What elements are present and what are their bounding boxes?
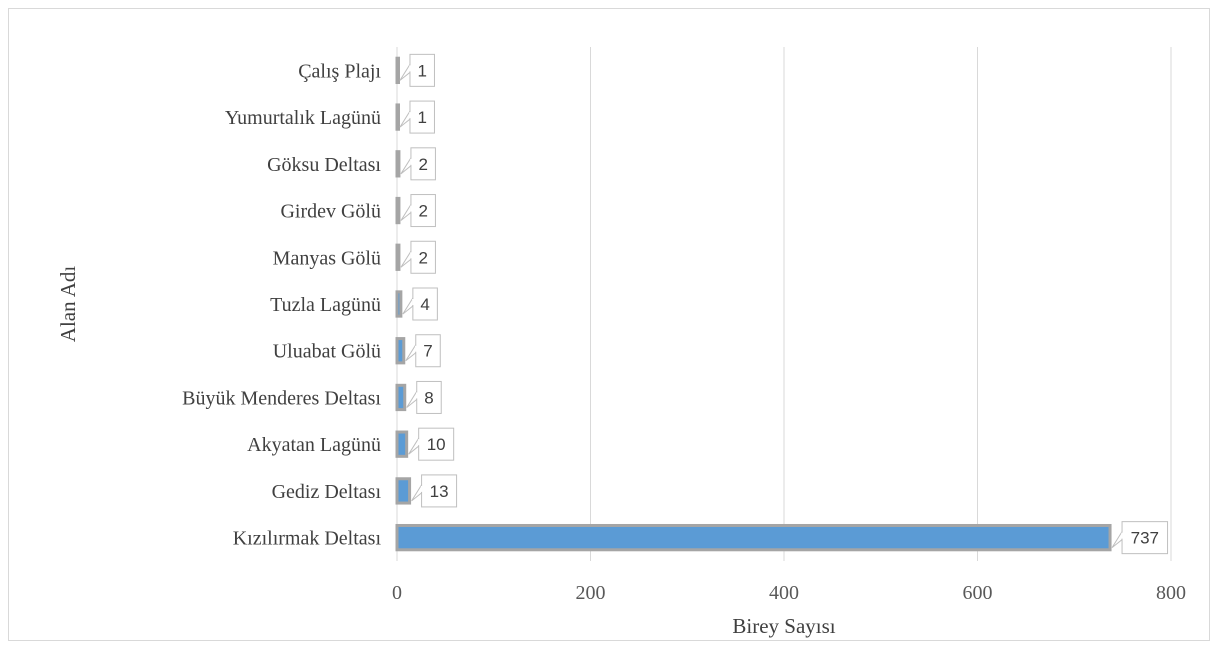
- callout-box: [410, 194, 436, 228]
- bar: [395, 103, 400, 131]
- category-labels: Kızılırmak Deltası Gediz Deltası Akyatan L…: [182, 60, 381, 549]
- data-label-callout: 10: [408, 427, 455, 461]
- data-label-callout: 2: [400, 240, 436, 274]
- bar: [395, 477, 412, 505]
- category-label: Büyük Menderes Deltası: [182, 387, 381, 409]
- x-tick-label: 600: [963, 582, 993, 604]
- callout-pointer: [399, 109, 411, 128]
- bar: [395, 383, 407, 412]
- callout-pointer: [400, 156, 412, 175]
- callout-box: [418, 427, 455, 461]
- bar: [395, 56, 400, 85]
- x-tick-labels: 0 200 400 600 800: [392, 582, 1186, 604]
- data-label: 2: [418, 248, 427, 267]
- callout-box: [415, 334, 441, 368]
- data-label: 8: [424, 388, 433, 407]
- chart-frame: 737 13 10 8 7 4 2 2 2 1 1 Kızılırmak Deltası Gediz …: [8, 8, 1210, 641]
- data-label-callout: 13: [411, 474, 458, 508]
- callout-pointer: [405, 342, 417, 362]
- data-label: 1: [417, 108, 426, 127]
- category-label: Tuzla Lagünü: [270, 294, 381, 316]
- callout-box: [416, 380, 442, 414]
- callout-pointer: [399, 62, 411, 81]
- data-label-callout: 1: [399, 100, 435, 134]
- category-label: Uluabat Gölü: [273, 341, 381, 363]
- x-tick-label: 800: [1156, 582, 1186, 604]
- category-label: Göksu Deltası: [267, 154, 381, 176]
- data-label-callout: 2: [400, 194, 436, 228]
- data-label-callout: 2: [400, 147, 436, 181]
- x-tick-label: 0: [392, 582, 402, 604]
- category-label: Kızılırmak Deltası: [233, 528, 382, 550]
- callout-box: [412, 287, 438, 321]
- callout-pointer: [402, 296, 414, 315]
- data-label-callout: 4: [402, 287, 438, 321]
- category-label: Akyatan Lagünü: [247, 434, 381, 456]
- data-label-callout: 1: [399, 53, 435, 87]
- data-label: 10: [427, 435, 446, 454]
- data-label: 1: [417, 61, 426, 80]
- data-labels: 737 13 10 8 7 4 2 2 2 1 1: [399, 53, 1169, 555]
- data-label: 13: [430, 482, 449, 501]
- bar-chart: 737 13 10 8 7 4 2 2 2 1 1 Kızılırmak Deltası Gediz …: [56, 47, 1186, 638]
- data-label-callout: 737: [1111, 521, 1169, 555]
- x-tick-label: 400: [769, 582, 799, 604]
- bar: [395, 290, 403, 318]
- bar: [395, 523, 1112, 552]
- gridlines: [396, 47, 1172, 561]
- bar: [395, 150, 401, 178]
- x-tick-label: 200: [576, 582, 606, 604]
- callout-pointer: [408, 436, 420, 455]
- callout-pointer: [400, 202, 412, 221]
- data-label: 7: [423, 342, 432, 361]
- callout-pointer: [411, 483, 423, 502]
- callout-box: [410, 147, 436, 181]
- callout-pointer: [400, 249, 412, 268]
- category-label: Girdev Gölü: [280, 201, 381, 223]
- category-label: Gediz Deltası: [272, 481, 382, 503]
- bars: [395, 56, 1112, 552]
- data-label: 2: [418, 155, 427, 174]
- x-axis-title: Birey Sayısı: [732, 614, 835, 638]
- callout-pointer: [1111, 529, 1123, 549]
- category-label: Çalış Plajı: [298, 60, 381, 82]
- data-label: 2: [418, 202, 427, 221]
- category-label: Manyas Gölü: [273, 247, 381, 269]
- data-label-callout: 8: [406, 380, 442, 414]
- bar: [395, 337, 406, 365]
- bar: [395, 430, 409, 458]
- data-label: 737: [1131, 529, 1159, 548]
- bar: [395, 243, 401, 271]
- y-axis-title: Alan Adı: [56, 266, 80, 343]
- category-label: Yumurtalık Lagünü: [225, 107, 381, 129]
- data-label: 4: [420, 295, 429, 314]
- bar: [395, 196, 401, 225]
- data-label-callout: 7: [405, 334, 441, 368]
- callout-box: [409, 100, 435, 134]
- callout-box: [410, 240, 436, 274]
- callout-pointer: [406, 389, 418, 408]
- callout-box: [421, 474, 458, 508]
